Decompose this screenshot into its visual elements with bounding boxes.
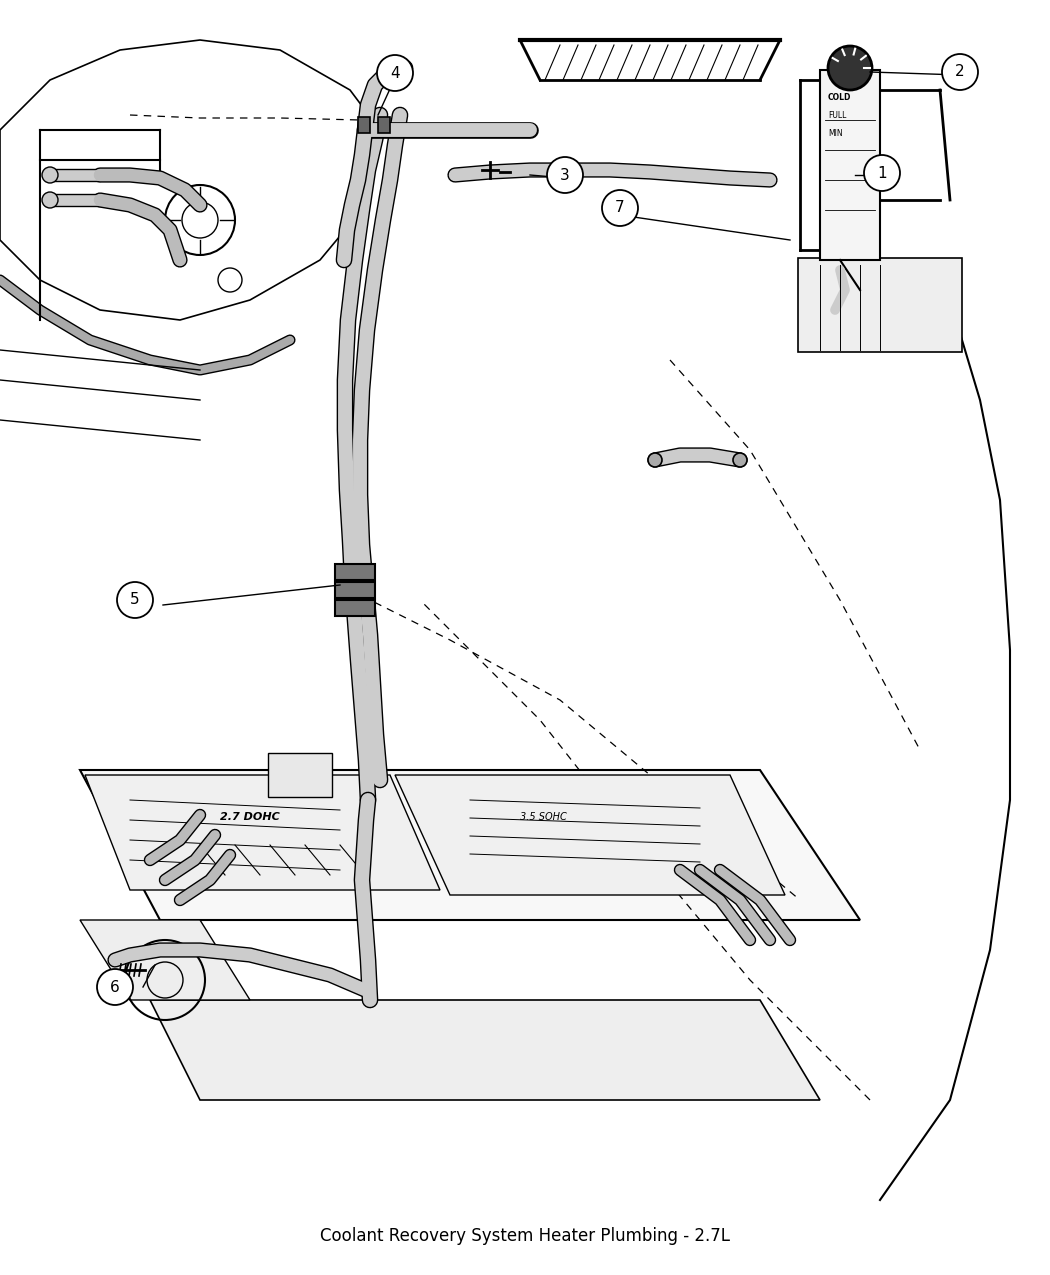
Text: Coolant Recovery System Heater Plumbing - 2.7L: Coolant Recovery System Heater Plumbing …: [320, 1227, 730, 1244]
Polygon shape: [50, 194, 100, 207]
Text: MIN: MIN: [828, 129, 842, 138]
Polygon shape: [80, 921, 250, 1000]
Text: 2: 2: [956, 65, 965, 79]
Circle shape: [733, 453, 747, 467]
Circle shape: [828, 46, 872, 91]
FancyBboxPatch shape: [268, 754, 332, 797]
Text: 3: 3: [560, 167, 570, 182]
Circle shape: [97, 969, 133, 1005]
Text: FULL: FULL: [828, 111, 846, 120]
FancyBboxPatch shape: [820, 70, 880, 260]
Text: 2.7 DOHC: 2.7 DOHC: [220, 812, 279, 822]
Polygon shape: [50, 170, 100, 181]
Circle shape: [42, 167, 58, 184]
Circle shape: [547, 157, 583, 193]
Text: 5: 5: [130, 593, 140, 607]
Polygon shape: [85, 775, 440, 890]
Circle shape: [648, 453, 662, 467]
Text: 1: 1: [877, 166, 887, 181]
Circle shape: [602, 190, 638, 226]
Circle shape: [942, 54, 978, 91]
Bar: [358, 117, 370, 133]
Circle shape: [864, 156, 900, 191]
Circle shape: [377, 55, 413, 91]
Text: 3.5 SOHC: 3.5 SOHC: [520, 812, 567, 822]
Polygon shape: [395, 775, 785, 895]
Text: 4: 4: [391, 65, 400, 80]
FancyBboxPatch shape: [798, 258, 962, 352]
Polygon shape: [150, 1000, 820, 1100]
Polygon shape: [80, 770, 860, 921]
Text: COLD: COLD: [828, 93, 852, 102]
Circle shape: [117, 581, 153, 618]
Circle shape: [42, 193, 58, 208]
Bar: [335, 564, 375, 580]
Bar: [335, 581, 375, 598]
Text: 7: 7: [615, 200, 625, 215]
Bar: [378, 117, 390, 133]
Bar: [335, 601, 375, 616]
Text: 6: 6: [110, 979, 120, 995]
